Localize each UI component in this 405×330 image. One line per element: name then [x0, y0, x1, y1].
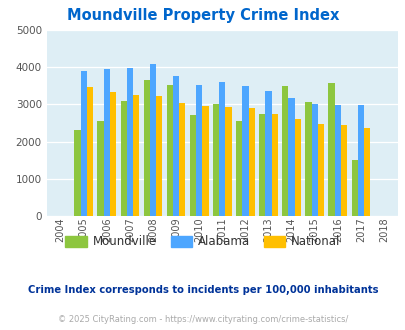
- Bar: [126, 68, 133, 216]
- Bar: [294, 119, 300, 216]
- Bar: [74, 130, 80, 216]
- Bar: [219, 82, 225, 216]
- Bar: [271, 114, 277, 216]
- Bar: [97, 121, 103, 216]
- Bar: [110, 92, 116, 216]
- Bar: [143, 80, 149, 216]
- Bar: [357, 105, 363, 216]
- Text: Crime Index corresponds to incidents per 100,000 inhabitants: Crime Index corresponds to incidents per…: [28, 285, 377, 295]
- Bar: [80, 71, 87, 216]
- Bar: [305, 102, 311, 216]
- Text: Moundville Property Crime Index: Moundville Property Crime Index: [67, 8, 338, 23]
- Bar: [235, 121, 242, 216]
- Bar: [311, 104, 317, 216]
- Bar: [265, 91, 271, 216]
- Bar: [87, 87, 93, 216]
- Bar: [242, 86, 248, 216]
- Bar: [149, 64, 156, 216]
- Bar: [179, 103, 185, 216]
- Bar: [281, 86, 288, 216]
- Bar: [173, 76, 179, 216]
- Bar: [120, 101, 126, 216]
- Bar: [212, 104, 219, 216]
- Legend: Moundville, Alabama, National: Moundville, Alabama, National: [60, 231, 345, 253]
- Bar: [225, 107, 231, 216]
- Bar: [166, 85, 173, 216]
- Bar: [196, 85, 202, 216]
- Bar: [288, 98, 294, 216]
- Bar: [156, 96, 162, 216]
- Bar: [190, 115, 196, 216]
- Bar: [363, 128, 369, 216]
- Bar: [133, 95, 139, 216]
- Bar: [328, 82, 334, 216]
- Bar: [248, 108, 254, 216]
- Bar: [334, 105, 340, 216]
- Text: © 2025 CityRating.com - https://www.cityrating.com/crime-statistics/: © 2025 CityRating.com - https://www.city…: [58, 315, 347, 324]
- Bar: [340, 125, 346, 216]
- Bar: [258, 114, 265, 216]
- Bar: [351, 160, 357, 216]
- Bar: [103, 69, 110, 216]
- Bar: [202, 106, 208, 216]
- Bar: [317, 124, 323, 216]
